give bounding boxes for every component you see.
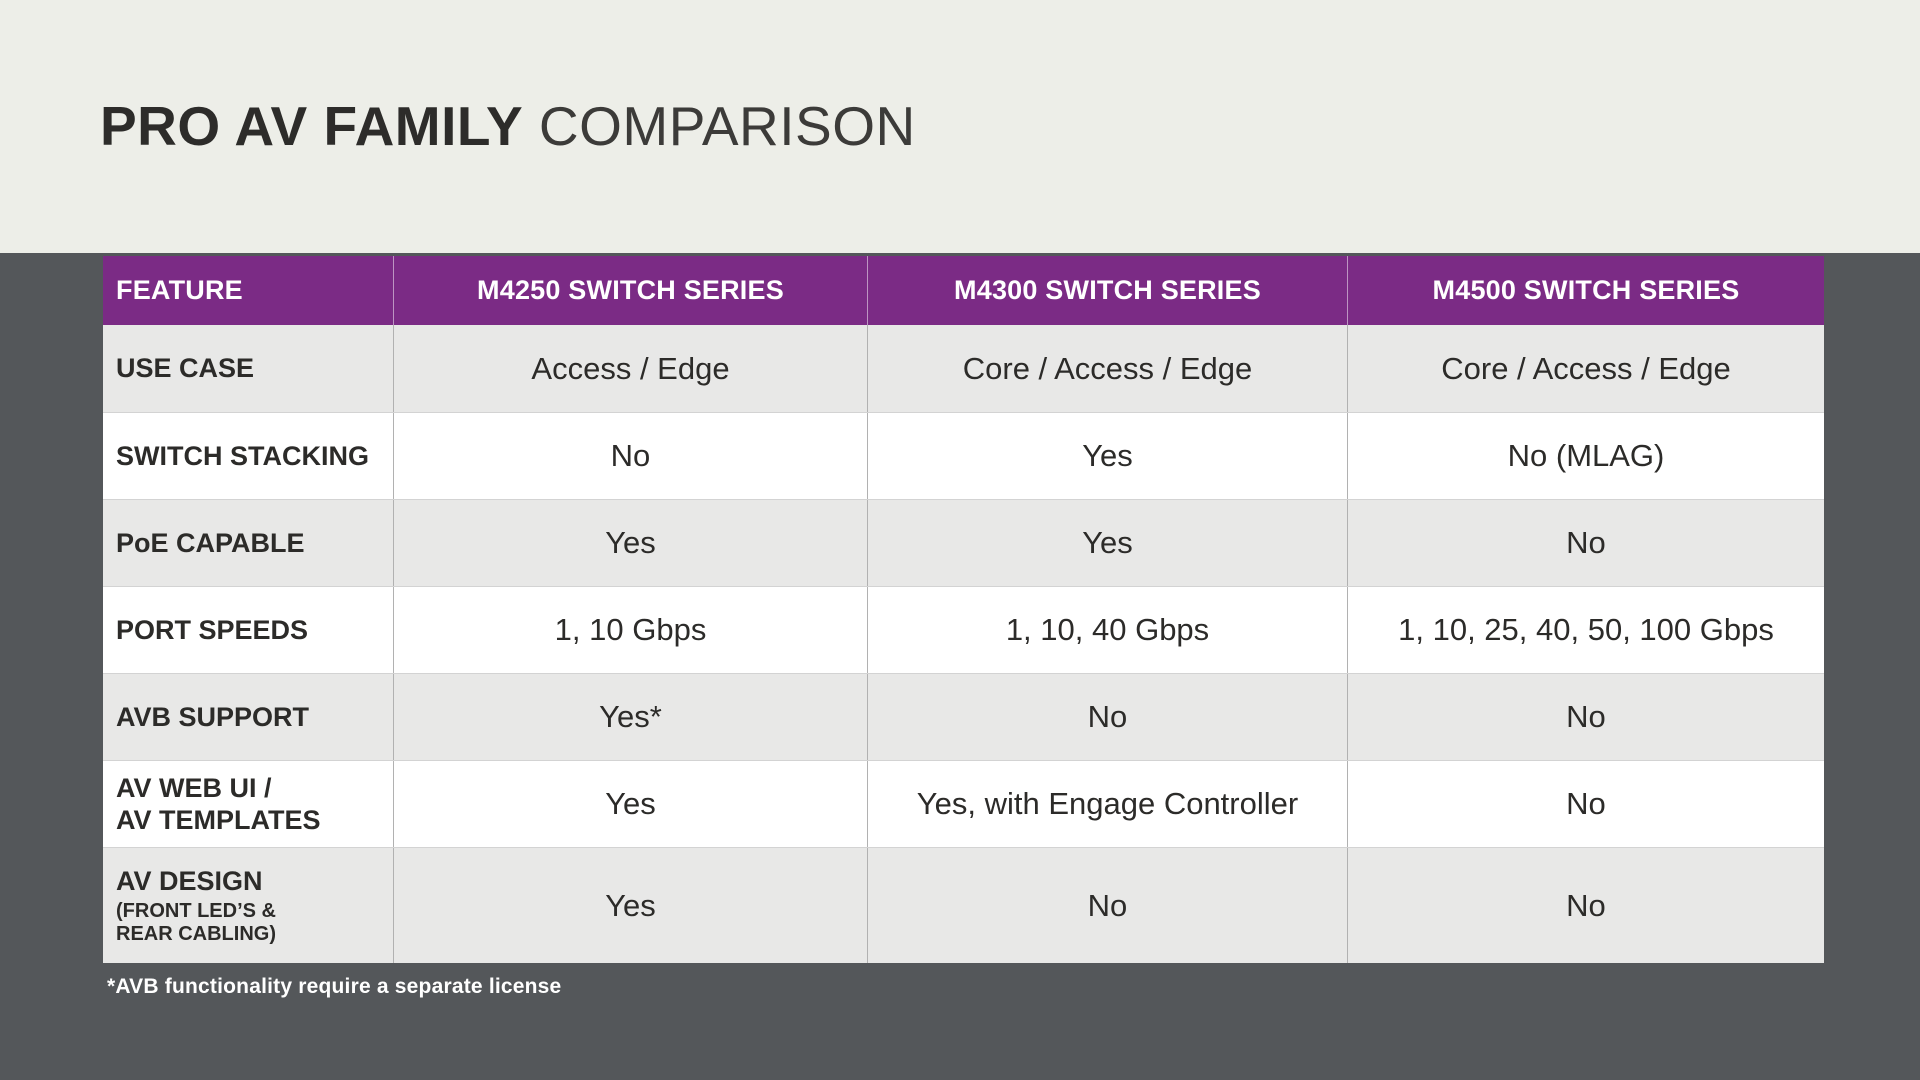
value-cell: No bbox=[393, 413, 867, 499]
feature-label-cell: AV DESIGN (FRONT LED’S & REAR CABLING) bbox=[103, 848, 393, 963]
page-title: PRO AV FAMILY COMPARISON bbox=[100, 99, 916, 154]
row-av-design: AV DESIGN (FRONT LED’S & REAR CABLING) Y… bbox=[103, 847, 1824, 963]
feature-label: PoE CAPABLE bbox=[116, 527, 305, 558]
column-header-m4500: M4500 SWITCH SERIES bbox=[1347, 256, 1824, 325]
row-av-web-ui: AV WEB UI / AV TEMPLATES Yes Yes, with E… bbox=[103, 760, 1824, 847]
value-cell: No bbox=[1347, 761, 1824, 847]
feature-label: AVB SUPPORT bbox=[116, 701, 310, 732]
value-cell: Access / Edge bbox=[393, 325, 867, 412]
feature-label-cell: AVB SUPPORT bbox=[103, 674, 393, 760]
row-port-speeds: PORT SPEEDS 1, 10 Gbps 1, 10, 40 Gbps 1,… bbox=[103, 586, 1824, 673]
value-cell: No bbox=[867, 674, 1347, 760]
feature-label-cell: SWITCH STACKING bbox=[103, 413, 393, 499]
value-cell: Yes, with Engage Controller bbox=[867, 761, 1347, 847]
value-cell: Yes bbox=[393, 848, 867, 963]
top-band bbox=[0, 0, 1920, 253]
row-avb-support: AVB SUPPORT Yes* No No bbox=[103, 673, 1824, 760]
feature-label-cell: AV WEB UI / AV TEMPLATES bbox=[103, 761, 393, 847]
column-header-feature: FEATURE bbox=[116, 275, 243, 305]
value-cell: Core / Access / Edge bbox=[867, 325, 1347, 412]
value-cell: No bbox=[1347, 500, 1824, 586]
value-cell: No bbox=[1347, 674, 1824, 760]
value-cell: 1, 10, 40 Gbps bbox=[867, 587, 1347, 673]
value-cell: Yes bbox=[393, 761, 867, 847]
column-header-m4250: M4250 SWITCH SERIES bbox=[393, 256, 867, 325]
feature-label: SWITCH STACKING bbox=[116, 440, 369, 471]
feature-label: AV WEB UI / AV TEMPLATES bbox=[116, 772, 321, 835]
value-cell: Core / Access / Edge bbox=[1347, 325, 1824, 412]
feature-sublabel: (FRONT LED’S & REAR CABLING) bbox=[116, 899, 276, 945]
value-cell: Yes* bbox=[393, 674, 867, 760]
value-cell: No bbox=[1347, 848, 1824, 963]
column-header-m4300: M4300 SWITCH SERIES bbox=[867, 256, 1347, 325]
feature-label: PORT SPEEDS bbox=[116, 614, 309, 645]
page-title-light: COMPARISON bbox=[538, 95, 916, 157]
footnote: *AVB functionality require a separate li… bbox=[107, 975, 562, 998]
value-cell: Yes bbox=[867, 500, 1347, 586]
feature-label-cell: USE CASE bbox=[103, 325, 393, 412]
row-switch-stacking: SWITCH STACKING No Yes No (MLAG) bbox=[103, 412, 1824, 499]
feature-label-cell: PoE CAPABLE bbox=[103, 500, 393, 586]
feature-label: AV DESIGN bbox=[116, 866, 263, 897]
value-cell: Yes bbox=[393, 500, 867, 586]
value-cell: 1, 10, 25, 40, 50, 100 Gbps bbox=[1347, 587, 1824, 673]
page-title-bold: PRO AV FAMILY bbox=[100, 95, 524, 157]
value-cell: No (MLAG) bbox=[1347, 413, 1824, 499]
value-cell: 1, 10 Gbps bbox=[393, 587, 867, 673]
table-header-row: FEATURE M4250 SWITCH SERIES M4300 SWITCH… bbox=[103, 256, 1824, 325]
comparison-table: FEATURE M4250 SWITCH SERIES M4300 SWITCH… bbox=[103, 256, 1824, 963]
value-cell: Yes bbox=[867, 413, 1347, 499]
value-cell: No bbox=[867, 848, 1347, 963]
feature-label-cell: PORT SPEEDS bbox=[103, 587, 393, 673]
row-use-case: USE CASE Access / Edge Core / Access / E… bbox=[103, 325, 1824, 412]
row-poe-capable: PoE CAPABLE Yes Yes No bbox=[103, 499, 1824, 586]
feature-label: USE CASE bbox=[116, 353, 255, 384]
